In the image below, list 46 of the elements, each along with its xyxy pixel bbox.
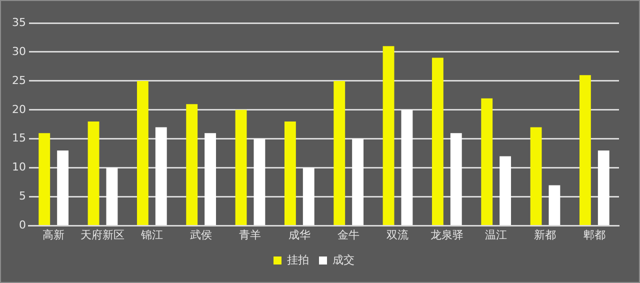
x-tick-label: 武侯: [190, 228, 212, 242]
bar: [155, 127, 167, 226]
bar: [284, 122, 296, 226]
bar: [450, 133, 462, 226]
bar: [352, 138, 364, 226]
x-tick-label: 温江: [485, 228, 508, 242]
x-tick-label: 新都: [534, 228, 556, 242]
y-tick-label: 20: [12, 102, 26, 116]
bar: [548, 185, 560, 226]
x-tick-label: 金牛: [338, 228, 360, 242]
bar: [432, 58, 444, 226]
legend-label: 成交: [332, 253, 354, 266]
bar: [186, 104, 198, 226]
y-tick-label: 25: [12, 74, 26, 87]
y-tick-label: 5: [18, 190, 26, 203]
y-tick-label: 0: [18, 218, 26, 232]
bar: [334, 80, 346, 226]
x-tick-label: 郫都: [583, 228, 606, 242]
x-tick-label: 天府新区: [80, 228, 125, 242]
bar: [57, 150, 69, 226]
y-tick-label: 15: [12, 132, 26, 145]
bar: [254, 138, 266, 226]
bar: [235, 110, 247, 226]
bar: [401, 110, 413, 226]
bar: [204, 133, 216, 226]
y-tick-label: 30: [12, 44, 26, 58]
bar: [579, 75, 591, 226]
bar: [481, 98, 493, 226]
bar: [106, 168, 118, 226]
y-tick-label: 35: [12, 16, 26, 29]
x-tick-label: 锦江: [140, 228, 163, 242]
bar: [500, 156, 512, 226]
bar: [88, 122, 100, 226]
y-tick-label: 10: [12, 160, 26, 174]
bar: [136, 80, 148, 226]
x-tick-label: 高新: [42, 228, 65, 242]
x-tick-label: 成华: [288, 228, 310, 242]
bar: [598, 150, 610, 226]
x-tick-label: 双流: [386, 228, 409, 242]
bar: [382, 46, 394, 226]
bar: [530, 127, 542, 226]
bar: [38, 133, 50, 226]
bar: [302, 168, 314, 226]
x-tick-label: 青羊: [239, 228, 262, 242]
x-tick-label: 龙泉驿: [430, 228, 464, 242]
legend-label: 挂拍: [287, 253, 309, 266]
